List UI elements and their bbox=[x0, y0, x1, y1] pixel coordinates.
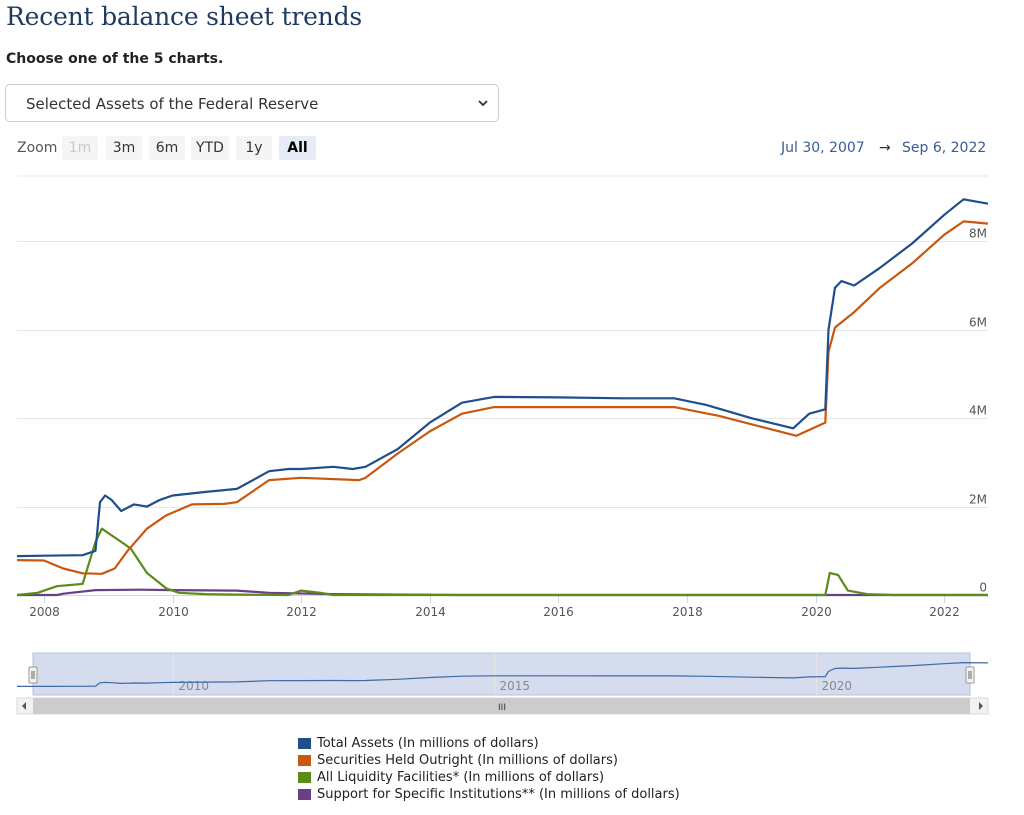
navigator-label: 2015 bbox=[500, 679, 531, 693]
chart-choice-instruction: Choose one of the 5 charts. bbox=[6, 51, 224, 67]
x-tick-label: 2014 bbox=[415, 605, 446, 619]
zoom-label: Zoom bbox=[17, 140, 58, 156]
scroll-right-arrow-icon bbox=[979, 702, 983, 710]
y-tick-label: 4M bbox=[969, 404, 987, 418]
legend-label: Securities Held Outright (In millions of… bbox=[317, 753, 618, 768]
legend-swatch bbox=[298, 755, 311, 766]
chart-select-value: Selected Assets of the Federal Reserve bbox=[26, 95, 319, 113]
x-tick-label: 2022 bbox=[929, 605, 960, 619]
page-title: Recent balance sheet trends bbox=[6, 2, 363, 31]
chevron-down-icon bbox=[478, 100, 488, 107]
x-tick-label: 2020 bbox=[801, 605, 832, 619]
y-tick-label: 6M bbox=[969, 316, 987, 330]
navigator-series-line bbox=[17, 661, 989, 687]
x-tick-label: 2008 bbox=[29, 605, 60, 619]
scrollbar-thumb bbox=[33, 698, 970, 714]
zoom-ytd-button[interactable]: YTD bbox=[191, 136, 229, 160]
scroll-left-arrow-icon bbox=[22, 702, 26, 710]
scrollbar[interactable]: III bbox=[16, 697, 989, 715]
legend-swatch bbox=[298, 772, 311, 783]
x-tick-label: 2016 bbox=[543, 605, 574, 619]
range-arrow: → bbox=[879, 140, 891, 156]
x-tick-label: 2018 bbox=[672, 605, 703, 619]
zoom-1y-button[interactable]: 1y bbox=[236, 136, 272, 160]
zoom-6m-button[interactable]: 6m bbox=[149, 136, 185, 160]
legend-item-total-assets[interactable]: Total Assets (In millions of dollars) bbox=[298, 735, 680, 752]
legend-label: Support for Specific Institutions** (In … bbox=[317, 787, 680, 802]
navigator-right-handle[interactable] bbox=[965, 666, 975, 684]
zoom-all-button[interactable]: All bbox=[279, 136, 316, 160]
range-end-date[interactable]: Sep 6, 2022 bbox=[902, 140, 987, 156]
main-chart: 0 2M 4M 6M 8M 2008 2010 2012 2014 2016 2018 2020 202… bbox=[16, 175, 989, 619]
legend-swatch bbox=[298, 789, 311, 800]
y-tick-label: 2M bbox=[969, 493, 987, 507]
handle-body bbox=[965, 666, 975, 684]
chart-select[interactable]: Selected Assets of the Federal Reserve bbox=[5, 84, 499, 122]
x-tick-label: 2012 bbox=[286, 605, 317, 619]
zoom-1m-button[interactable]: 1m bbox=[62, 136, 98, 160]
legend-label: Total Assets (In millions of dollars) bbox=[317, 736, 539, 751]
legend-swatch bbox=[298, 738, 311, 749]
scrollbar-grip: III bbox=[498, 703, 506, 713]
series-line-0 bbox=[16, 198, 989, 558]
zoom-3m-button[interactable]: 3m bbox=[106, 136, 142, 160]
navigator[interactable]: 2010 2015 2020 III bbox=[0, 645, 1024, 720]
legend-item-liquidity[interactable]: All Liquidity Facilities* (In millions o… bbox=[298, 769, 680, 786]
navigator-left-handle[interactable] bbox=[28, 666, 38, 684]
y-tick-label: 0 bbox=[979, 581, 987, 595]
range-start-date[interactable]: Jul 30, 2007 bbox=[781, 140, 865, 156]
handle-body bbox=[28, 666, 38, 684]
legend-item-specific-institutions[interactable]: Support for Specific Institutions** (In … bbox=[298, 786, 680, 803]
navigator-label: 2010 bbox=[179, 679, 210, 693]
y-tick-label: 8M bbox=[969, 227, 987, 241]
navigator-window bbox=[32, 652, 971, 696]
x-tick-label: 2010 bbox=[158, 605, 189, 619]
legend: Total Assets (In millions of dollars) Se… bbox=[298, 735, 680, 803]
legend-item-securities[interactable]: Securities Held Outright (In millions of… bbox=[298, 752, 680, 769]
navigator-label: 2020 bbox=[822, 679, 853, 693]
legend-label: All Liquidity Facilities* (In millions o… bbox=[317, 770, 605, 785]
series-line-2 bbox=[16, 527, 988, 597]
series-line-1 bbox=[16, 220, 989, 575]
